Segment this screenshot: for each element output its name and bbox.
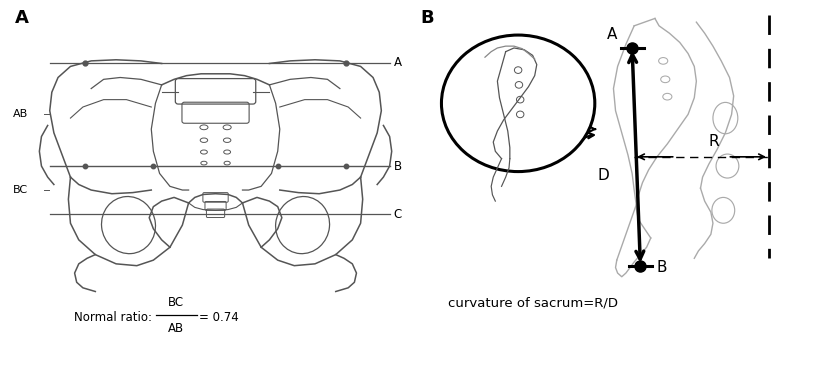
Text: = 0.74: = 0.74 — [199, 311, 238, 324]
Text: B: B — [656, 260, 666, 275]
Circle shape — [440, 35, 594, 172]
Text: BC: BC — [168, 296, 184, 309]
Text: A: A — [15, 9, 28, 27]
Text: C: C — [393, 207, 402, 221]
Text: curvature of sacrum=R/D: curvature of sacrum=R/D — [447, 296, 617, 309]
Text: A: A — [393, 56, 402, 69]
Text: R: R — [708, 134, 719, 149]
Text: AB: AB — [168, 322, 184, 335]
Text: D: D — [597, 168, 609, 183]
Text: B: B — [393, 159, 402, 173]
Text: BC: BC — [12, 185, 27, 195]
Text: AB: AB — [12, 109, 27, 120]
Text: Normal ratio:: Normal ratio: — [74, 311, 156, 324]
Text: A: A — [606, 27, 617, 42]
Text: B: B — [420, 9, 434, 27]
